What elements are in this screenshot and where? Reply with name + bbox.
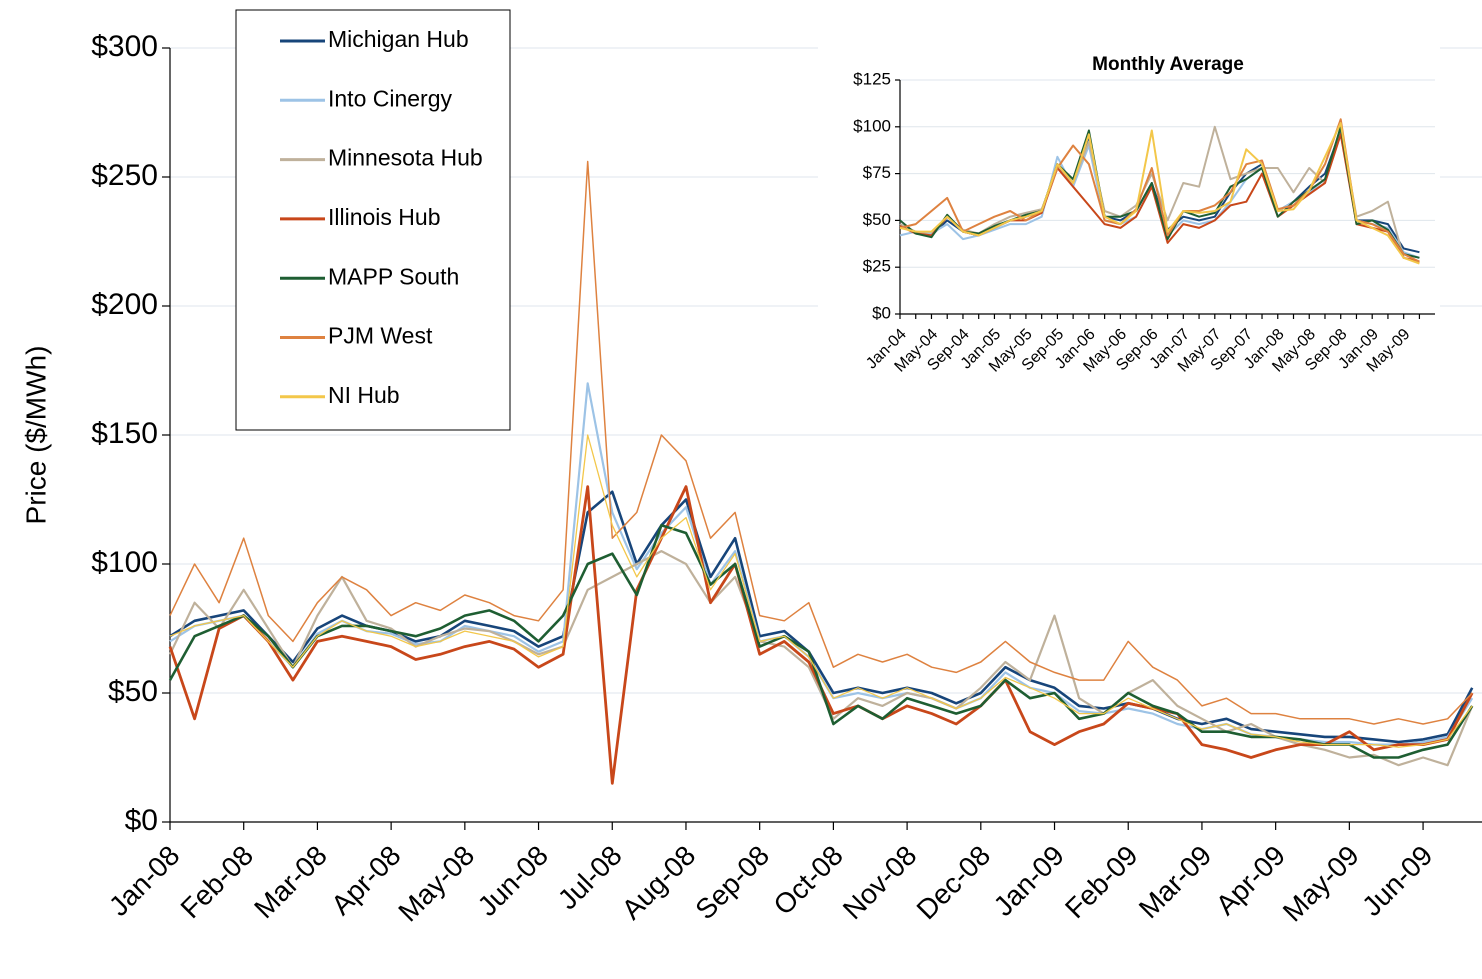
y-tick-label: $100: [853, 116, 891, 135]
series-line: [169, 160, 1473, 725]
legend-label: Michigan Hub: [328, 26, 469, 52]
x-tick-label: Jun-09: [1356, 840, 1438, 922]
x-tick-label: Nov-08: [837, 840, 923, 926]
x-tick-label: Jan-09: [988, 840, 1070, 922]
x-tick-label: Dec-08: [911, 840, 997, 926]
y-axis-label: Price ($/MWh): [20, 346, 51, 525]
y-tick-label: $300: [91, 30, 158, 63]
inset-title: Monthly Average: [1092, 54, 1244, 75]
legend-label: Illinois Hub: [328, 204, 441, 230]
y-tick-label: $0: [125, 804, 158, 837]
y-tick-label: $75: [863, 163, 891, 182]
legend-label: Minnesota Hub: [328, 145, 483, 171]
legend-label: NI Hub: [328, 382, 400, 408]
y-tick-label: $100: [91, 546, 158, 579]
series-line: [169, 550, 1474, 767]
y-tick-label: $50: [863, 210, 891, 229]
x-tick-label: Jan-08: [103, 840, 185, 922]
x-tick-label: Aug-08: [616, 840, 702, 926]
x-tick-label: Sep-08: [689, 840, 775, 926]
y-tick-label: $50: [108, 675, 158, 708]
y-tick-label: $250: [91, 159, 158, 192]
y-tick-label: $125: [853, 69, 891, 88]
y-tick-label: $25: [863, 257, 891, 276]
series-line: [168, 524, 1474, 759]
x-tick-label: Mar-08: [248, 840, 333, 925]
y-tick-label: $150: [91, 417, 158, 450]
x-tick-label: Jun-08: [472, 840, 554, 922]
x-tick-label: May-09: [1277, 840, 1365, 928]
legend-label: Into Cinergy: [328, 85, 453, 111]
legend: Michigan Hub Into Cinergy Minnesota Hub Ill…: [280, 26, 483, 408]
series-line: [899, 122, 1420, 265]
x-tick-label: Mar-09: [1133, 840, 1218, 925]
legend-label: MAPP South: [328, 263, 459, 289]
legend-label: PJM West: [328, 323, 433, 349]
x-tick-label: Oct-08: [768, 840, 849, 921]
x-tick-label: Feb-09: [1059, 840, 1144, 925]
x-tick-label: Feb-08: [175, 840, 260, 925]
series-line: [169, 434, 1473, 748]
y-tick-label: $0: [872, 303, 891, 322]
x-tick-label: May-08: [392, 840, 480, 928]
y-tick-label: $200: [91, 288, 158, 321]
series-line: [899, 125, 1420, 259]
